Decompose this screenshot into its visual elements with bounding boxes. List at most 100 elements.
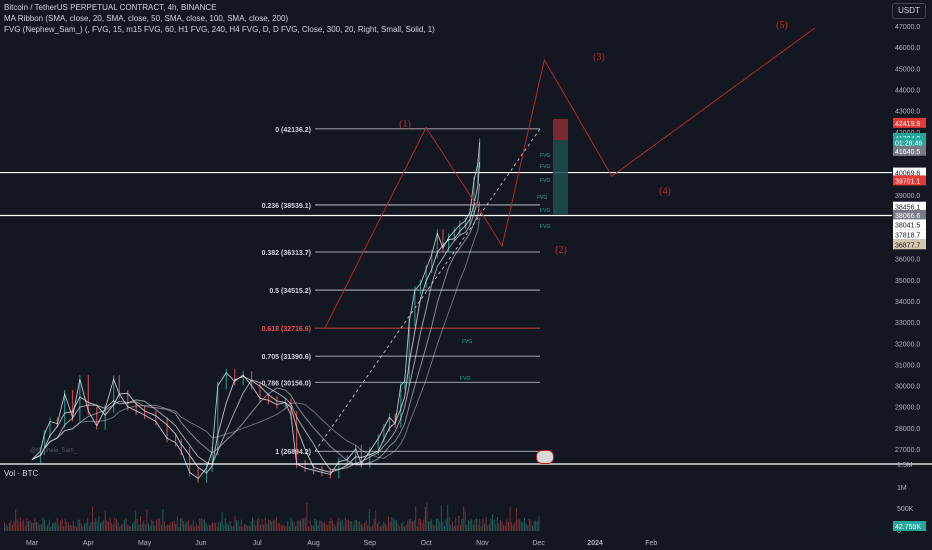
volume-bar (141, 523, 143, 531)
volume-bar (492, 514, 493, 531)
volume-bar (197, 525, 199, 531)
volume-bar (349, 521, 351, 531)
volume-bar (378, 521, 380, 531)
volume-bar (357, 521, 359, 531)
volume-bar (12, 524, 13, 531)
volume-bar (468, 519, 469, 531)
volume-bar (447, 504, 449, 531)
fvg-label: FVG (540, 224, 550, 230)
y-tick-label: 39000.0 (895, 193, 920, 200)
volume-bar (127, 524, 129, 531)
volume-bar (437, 518, 439, 531)
volume-bar (416, 526, 418, 531)
elliott-wave: (1) (2) (3) (4) (5) (324, 20, 815, 329)
price-tag-text: 40069.6 (895, 171, 920, 178)
wave-label: (4) (659, 186, 671, 197)
volume-bar (482, 518, 484, 531)
volume-bar (455, 517, 457, 531)
volume-bar (172, 522, 173, 531)
volume-bar (300, 520, 301, 531)
volume-bar (396, 520, 397, 531)
volume-bar (140, 516, 141, 531)
volume-bar (317, 525, 319, 531)
volume-bar (508, 521, 509, 531)
volume-bar (237, 520, 239, 531)
wave-label: (5) (776, 20, 788, 31)
price-tag-text: 01:28:46 (895, 141, 922, 148)
volume-bar (397, 523, 399, 531)
currency-button[interactable]: USDT (892, 3, 926, 19)
volume-bar (120, 524, 122, 531)
volume-bar (100, 523, 101, 531)
volume-bar (450, 524, 452, 531)
volume-bar (52, 522, 53, 531)
volume-bar (93, 522, 95, 531)
volume-bar (290, 517, 292, 531)
volume-bar (423, 519, 425, 531)
volume-bar (344, 517, 346, 531)
author-watermark: @Nephew_Sam_ (30, 448, 78, 454)
volume-bar (536, 521, 538, 531)
volume-bar (269, 519, 271, 531)
indicator-fvg[interactable]: FVG (Nephew_Sam_) (, FVG, 15, m15 FVG, 6… (4, 25, 435, 34)
volume-bar (383, 521, 385, 531)
price-tag (893, 229, 926, 240)
volume-bar (263, 524, 265, 531)
volume-bar (183, 520, 185, 531)
volume-bar (276, 517, 277, 531)
volume-bar (469, 520, 471, 531)
volume-bar (87, 517, 89, 531)
volume-bar (88, 525, 90, 531)
volume-bar (324, 521, 325, 531)
volume-last-tag (893, 521, 926, 531)
volume-bar (285, 526, 287, 531)
fib-level-label: 1 (26894.2) (275, 449, 311, 456)
volume-bar (520, 521, 522, 531)
volume-bar (365, 520, 367, 531)
volume-bar (258, 517, 260, 531)
volume-bar (79, 519, 81, 531)
chart-title: Bitcoin / TetherUS PERPETUAL CONTRACT, 4… (4, 3, 217, 12)
volume-bar (247, 525, 249, 531)
volume-bar (418, 518, 420, 531)
volume-bar (188, 519, 189, 531)
x-tick-label: Feb (645, 540, 657, 547)
volume-bar (148, 523, 149, 531)
volume-bar (213, 523, 215, 531)
price-tag (893, 209, 926, 220)
volume-bar (29, 520, 31, 531)
volume-bar (151, 519, 153, 531)
volume-bar (479, 518, 481, 531)
volume-bar (76, 526, 77, 531)
volume-bar (328, 521, 330, 531)
volume-bar (503, 525, 505, 531)
price-tag (893, 239, 926, 250)
fvg-label: FVG (540, 178, 550, 184)
y-tick-label: 29000.0 (895, 405, 920, 412)
volume-bar (77, 519, 79, 531)
volume-bar (274, 520, 276, 531)
volume-bar (50, 526, 52, 531)
volume-bar (464, 511, 466, 531)
flag-icon[interactable] (536, 450, 554, 464)
volume-bar (461, 518, 463, 531)
volume-bar (412, 520, 413, 531)
volume-bar (367, 525, 369, 531)
volume-bar (119, 526, 121, 531)
volume-bar (376, 523, 378, 531)
volume-bar (500, 520, 501, 531)
volume-bar (111, 523, 113, 531)
volume-bar (202, 519, 204, 531)
volume-bar (101, 521, 103, 531)
volume-bar (48, 519, 50, 531)
price-series: FVG FVG FVG FVG FVG FVG FVG FVG (31, 138, 550, 483)
volume-bar (160, 524, 162, 531)
volume-bar (351, 521, 353, 531)
volume-bar (18, 521, 20, 531)
volume-bar (109, 517, 111, 531)
fvg-label: FVG (540, 153, 550, 159)
indicator-ma-ribbon[interactable]: MA Ribbon (SMA, close, 20, SMA, close, 5… (4, 14, 289, 23)
volume-bar (4, 522, 5, 531)
